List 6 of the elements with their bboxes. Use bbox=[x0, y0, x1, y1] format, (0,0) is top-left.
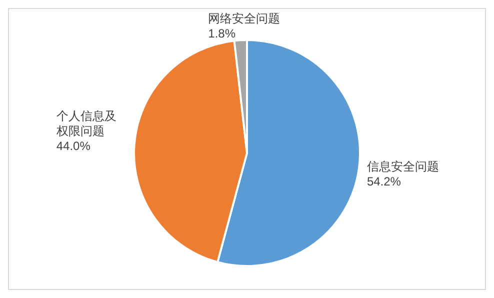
slice-label: 个人信息及权限问题 bbox=[55, 109, 116, 138]
slice-label: 信息安全问题 bbox=[366, 160, 439, 174]
data-label: 54.2% bbox=[366, 174, 402, 189]
data-label: 44.0% bbox=[56, 139, 91, 154]
data-label: 1.8% bbox=[208, 26, 236, 41]
slice-label: 网络安全问题 bbox=[208, 12, 280, 26]
